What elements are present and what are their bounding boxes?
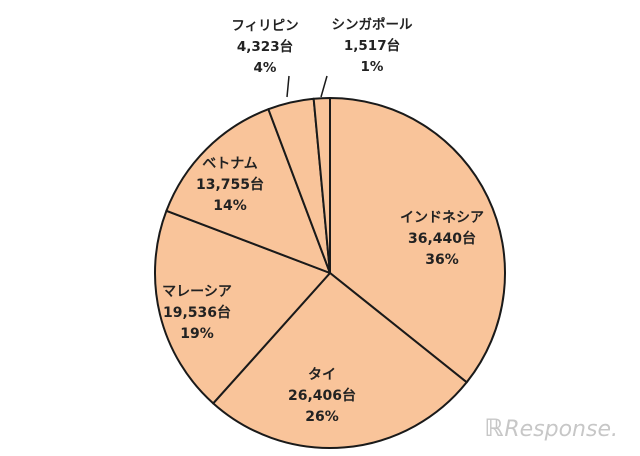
pie-slice-1: [329, 97, 506, 384]
pie-slice-2: [212, 272, 468, 449]
slice-percent-label: 36%: [425, 252, 459, 268]
slice-name-label: シンガポール: [332, 16, 413, 33]
response-watermark: ℝResponse.: [484, 414, 618, 442]
slice-name-label: インドネシア: [400, 210, 484, 226]
slice-labels: インドネシア 36,440台 36% タイ 26,406台 26% マレーシア 19,536台…: [162, 16, 484, 425]
slice-value-label: 36,440台: [408, 230, 476, 247]
slice-value-label: 13,755台: [196, 176, 264, 193]
leader-line: [286, 75, 290, 98]
slice-value-label: 1,517台: [344, 37, 400, 54]
slice-percent-label: 26%: [305, 409, 339, 425]
pie-slice-4: [165, 108, 331, 274]
slice-name-label: マレーシア: [162, 284, 232, 300]
slice-percent-label: 14%: [213, 198, 247, 214]
pie-slices: [153, 96, 506, 449]
pie-slice-6: [312, 96, 331, 274]
slice-name-label: フィリピン: [231, 18, 298, 34]
watermark-logo-icon: ℝ: [484, 414, 504, 442]
leader-line: [320, 75, 328, 98]
slice-value-label: 26,406台: [288, 387, 356, 404]
slice-name-label: タイ: [308, 367, 336, 383]
slice-value-label: 4,323台: [237, 38, 293, 55]
leader-lines: [286, 75, 328, 98]
slice-percent-label: 1%: [361, 59, 384, 75]
watermark-text: Response.: [504, 417, 618, 442]
slice-percent-label: 19%: [180, 326, 214, 342]
pie-slice-3: [153, 209, 331, 405]
slice-name-label: ベトナム: [202, 156, 258, 172]
slice-value-label: 19,536台: [163, 304, 231, 321]
slice-percent-label: 4%: [254, 60, 277, 76]
